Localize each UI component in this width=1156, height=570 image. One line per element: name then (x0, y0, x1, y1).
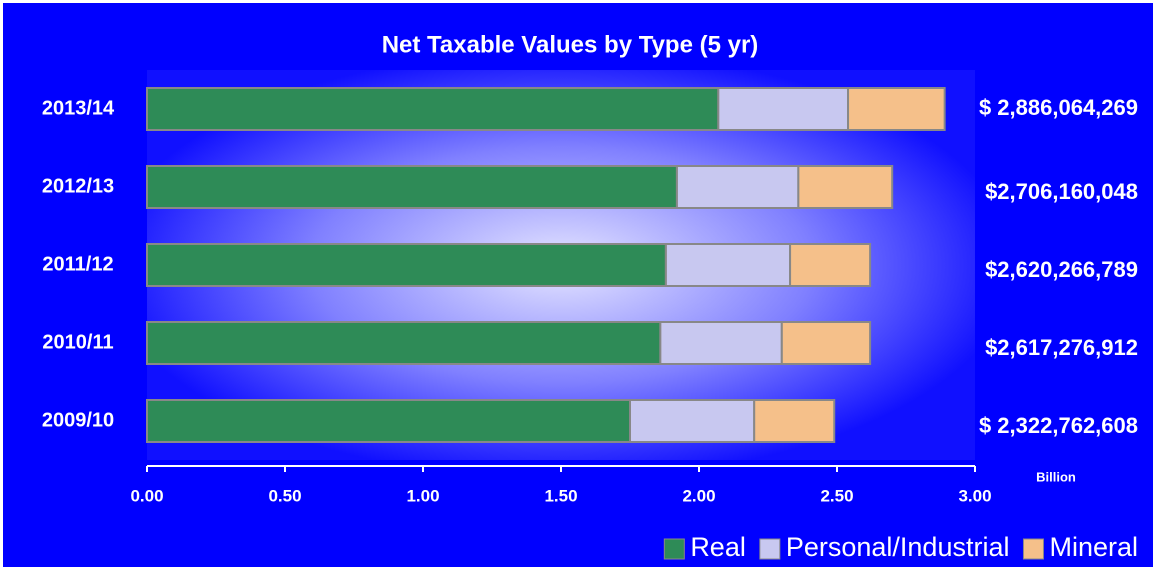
legend-swatch (663, 538, 685, 560)
total-label: $ 2,886,064,269 (979, 95, 1138, 120)
bar-segment (664, 243, 792, 287)
bar-segment (753, 399, 836, 443)
y-tick-label: 2013/14 (42, 97, 115, 119)
bar-segment (780, 321, 872, 365)
bar-segment (717, 87, 850, 131)
bar-segment (146, 165, 678, 209)
legend-label: Real (690, 532, 746, 562)
bar-segment (629, 399, 756, 443)
x-tick-label: 1.00 (406, 486, 439, 505)
bar-segment (146, 399, 631, 443)
bar-segment (146, 321, 662, 365)
x-tick-label: 2.00 (682, 486, 715, 505)
total-label: $2,620,266,789 (985, 257, 1138, 282)
y-tick-label: 2010/11 (42, 331, 113, 353)
bar-segment (789, 243, 872, 287)
bar-segment (659, 321, 783, 365)
x-tick-label: 0.50 (268, 486, 301, 505)
bar-segment (847, 87, 946, 131)
y-tick-label: 2012/13 (42, 175, 114, 197)
bar-segment (146, 87, 720, 131)
x-tick-label: 0.00 (130, 486, 163, 505)
chart-title: Net Taxable Values by Type (5 yr) (382, 31, 759, 58)
x-tick-label: 3.00 (958, 486, 991, 505)
bar-segment (797, 165, 894, 209)
y-tick-label: 2011/12 (42, 253, 113, 275)
total-label: $2,617,276,912 (985, 335, 1138, 360)
legend-swatch (1022, 538, 1044, 560)
bar-segment (146, 243, 667, 287)
x-tick-label: 2.50 (820, 486, 853, 505)
total-label: $2,706,160,048 (985, 179, 1138, 204)
legend-label: Personal/Industrial (786, 532, 1010, 562)
total-label: $ 2,322,762,608 (979, 413, 1138, 438)
bar-segment (675, 165, 800, 209)
legend-label: Mineral (1049, 532, 1138, 562)
legend-swatch (759, 538, 781, 560)
x-tick-label: 1.50 (544, 486, 577, 505)
y-tick-label: 2009/10 (42, 409, 114, 431)
x-axis-label: Billion (1036, 469, 1076, 484)
